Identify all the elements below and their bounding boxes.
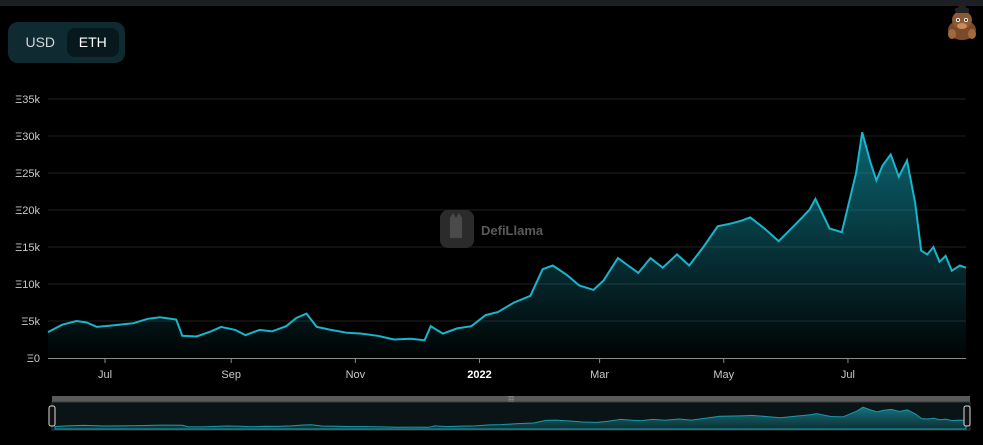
range-selector-grip-icon[interactable]: ⁞⁞⁞: [508, 397, 514, 404]
watermark-text: DefiLlama: [481, 223, 544, 238]
range-selector-top-bar[interactable]: [52, 396, 970, 402]
y-tick-label: Ξ15k: [15, 242, 40, 254]
tvl-area-fill: [48, 132, 966, 358]
y-tick-label: Ξ30k: [15, 131, 40, 143]
eth-toggle-button[interactable]: ETH: [66, 28, 119, 57]
x-tick-label: Sep: [221, 369, 241, 381]
x-tick-label: May: [713, 369, 734, 381]
top-bar: [0, 0, 983, 6]
y-tick-label: Ξ10k: [15, 279, 40, 291]
currency-toggle: USD ETH: [8, 22, 125, 63]
x-tick-label: Jul: [841, 369, 855, 381]
llama-head-icon: [450, 213, 462, 238]
x-axis: Jul Sep Nov 2022 Mar May Jul: [98, 358, 855, 381]
range-handle-left[interactable]: [48, 405, 56, 427]
range-selector[interactable]: ⁞⁞⁞: [48, 396, 971, 431]
x-tick-label: Mar: [590, 369, 609, 381]
tvl-series-line: [47, 132, 967, 342]
y-tick-label: Ξ0: [27, 353, 40, 365]
y-tick-label: Ξ20k: [15, 205, 40, 217]
x-tick-label: 2022: [467, 369, 491, 381]
y-tick-label: Ξ25k: [15, 168, 40, 180]
defillama-watermark: DefiLlama: [440, 210, 544, 248]
x-tick-label: Jul: [98, 369, 112, 381]
llama-avatar-icon[interactable]: [946, 6, 978, 42]
x-tick-label: Nov: [346, 369, 366, 381]
y-axis: Ξ0 Ξ5k Ξ10k Ξ15k Ξ20k Ξ25k Ξ30k Ξ35k: [15, 94, 40, 365]
range-handle-right[interactable]: [963, 405, 971, 427]
y-tick-label: Ξ5k: [21, 316, 40, 328]
usd-toggle-button[interactable]: USD: [25, 34, 56, 50]
range-selector-preview: [54, 406, 967, 430]
y-tick-label: Ξ35k: [15, 94, 40, 106]
